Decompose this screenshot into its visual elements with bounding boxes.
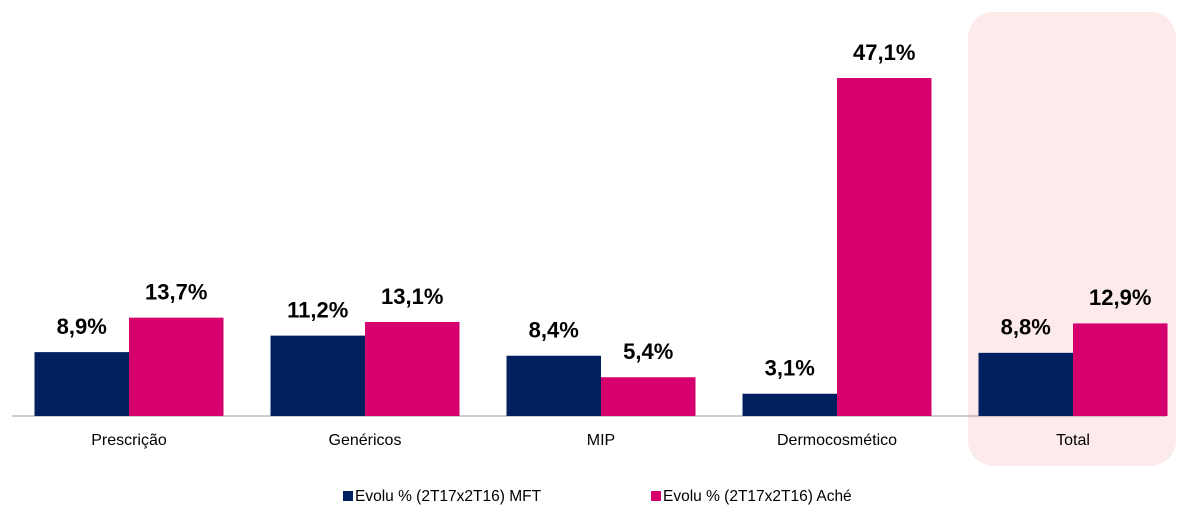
data-label: 12,9%: [1089, 285, 1151, 310]
bar: [365, 321, 460, 416]
bar: [34, 352, 129, 416]
data-label: 47,1%: [853, 40, 915, 65]
bar: [1073, 323, 1168, 416]
bar: [742, 393, 837, 416]
data-label: 13,1%: [381, 284, 443, 309]
bar: [978, 352, 1073, 416]
bar: [270, 335, 365, 416]
data-label: 13,7%: [145, 279, 207, 304]
bar: [837, 78, 932, 416]
x-tick-label: Prescrição: [91, 432, 167, 449]
data-label: 8,4%: [529, 318, 579, 343]
bar: [601, 377, 696, 416]
data-label: 11,2%: [287, 297, 348, 322]
legend-label: Evolu % (2T17x2T16) Aché: [663, 488, 852, 505]
x-tick-label: Dermocosmético: [777, 432, 897, 449]
data-label: 5,4%: [623, 339, 673, 364]
x-tick-label: Genéricos: [329, 432, 402, 449]
data-label: 3,1%: [765, 356, 815, 381]
bar: [506, 355, 601, 416]
legend-swatch: [343, 491, 353, 501]
bar: [129, 317, 224, 416]
legend-label: Evolu % (2T17x2T16) MFT: [355, 488, 542, 505]
x-tick-label: Total: [1056, 432, 1090, 449]
x-tick-label: MIP: [587, 432, 615, 449]
data-label: 8,8%: [1001, 315, 1051, 340]
data-label: 8,9%: [57, 314, 107, 339]
legend-swatch: [651, 491, 661, 501]
